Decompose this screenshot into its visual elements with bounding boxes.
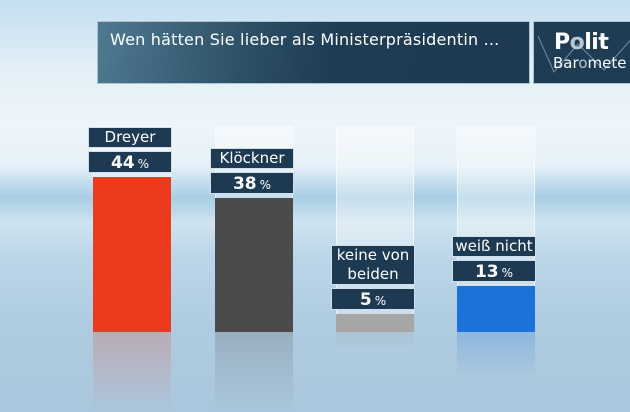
chart-title: Wen hätten Sie lieber als Ministerpräsid… xyxy=(110,30,500,49)
category-label-line: weiß nicht xyxy=(455,237,533,255)
bar-weiss-nicht xyxy=(457,286,535,332)
category-label-kloeckner: Klöckner xyxy=(210,148,294,169)
bar-reflection-weiss-nicht xyxy=(457,332,535,378)
category-label-dreyer: Dreyer xyxy=(88,127,172,148)
bar-reflection-dreyer xyxy=(93,332,171,412)
logo-line-barometer: Baromete xyxy=(553,54,627,72)
bar-dreyer xyxy=(93,177,171,332)
title-banner: Wen hätten Sie lieber als Ministerpräsid… xyxy=(97,21,530,84)
value-label-keine-von-beiden: 5% xyxy=(331,288,415,310)
value-label-dreyer: 44% xyxy=(88,151,172,173)
category-label-line: keine von xyxy=(336,246,410,264)
checkmark-icon xyxy=(537,35,630,73)
category-label-line: Klöckner xyxy=(219,149,285,167)
percent-sign: % xyxy=(259,178,272,192)
value-number: 44 xyxy=(110,153,135,173)
logo-line-polit: Polit xyxy=(554,30,609,55)
category-label-weiss-nicht: weiß nicht xyxy=(452,236,536,257)
category-label-keine-von-beiden: keine von beiden xyxy=(331,245,415,285)
percent-sign: % xyxy=(137,157,150,171)
value-number: 13 xyxy=(474,262,499,282)
percent-sign: % xyxy=(501,266,514,280)
category-label-line: beiden xyxy=(347,265,399,283)
bar-reflection-keine-von-beiden xyxy=(336,332,414,350)
bar-kloeckner xyxy=(215,198,293,332)
value-number: 38 xyxy=(232,174,257,194)
politbarometer-logo: Polit Baromete xyxy=(533,21,630,84)
category-label-line: Dreyer xyxy=(104,128,156,146)
percent-sign: % xyxy=(374,294,387,308)
value-label-kloeckner: 38% xyxy=(210,172,294,194)
bar-keine-von-beiden xyxy=(336,314,414,332)
bar-reflection-kloeckner xyxy=(215,332,293,412)
value-number: 5 xyxy=(359,290,372,310)
value-label-weiss-nicht: 13% xyxy=(452,260,536,282)
